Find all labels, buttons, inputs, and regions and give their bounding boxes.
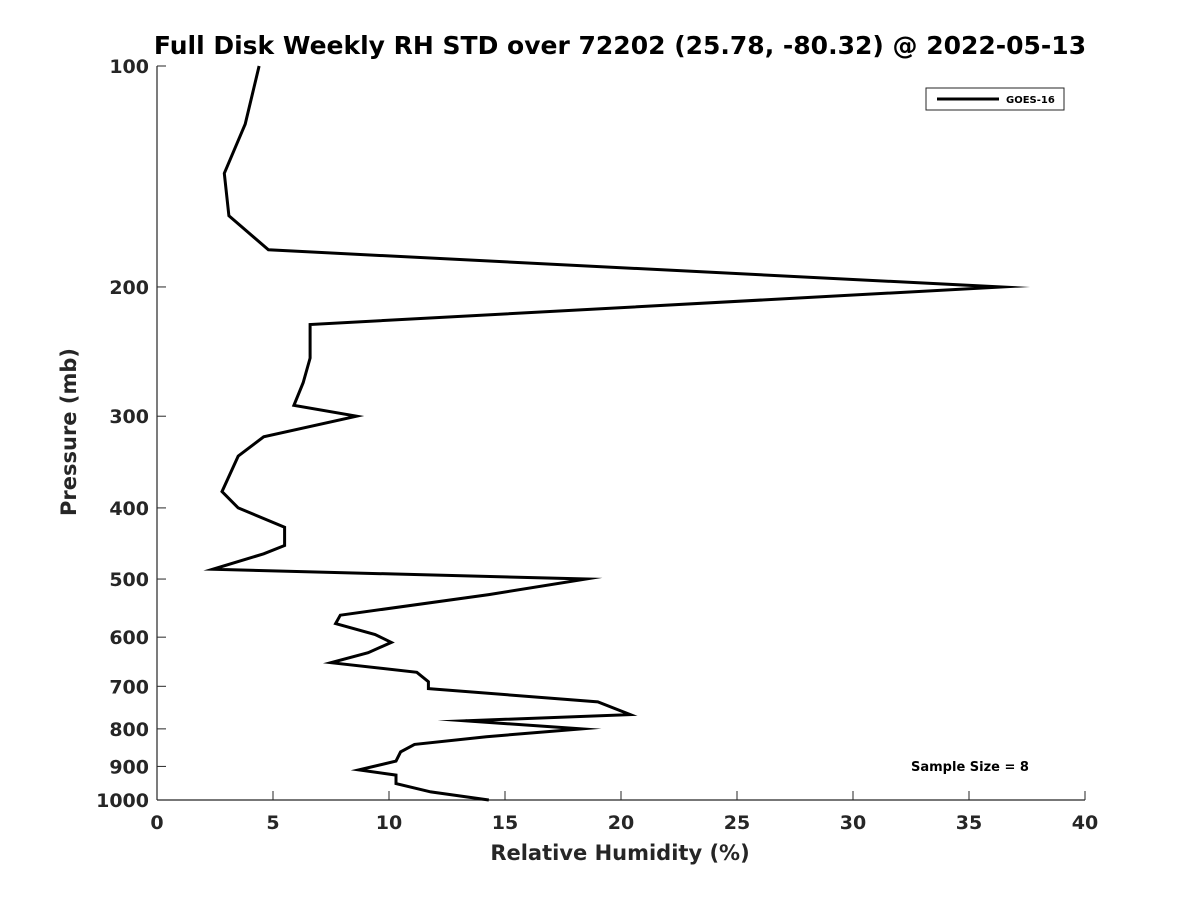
x-tick-label: 40 — [1072, 812, 1098, 834]
y-axis-label: Pressure (mb) — [57, 348, 81, 516]
chart-title: Full Disk Weekly RH STD over 72202 (25.7… — [154, 31, 1086, 60]
x-tick-label: 35 — [956, 812, 982, 834]
x-tick-label: 5 — [266, 812, 279, 834]
y-tick-label: 900 — [109, 756, 149, 778]
y-tick-label: 400 — [109, 498, 149, 520]
x-tick-label: 30 — [840, 812, 866, 834]
x-axis-ticks: 0 5 10 15 20 25 30 35 40 — [150, 791, 1098, 834]
y-tick-label: 100 — [109, 56, 149, 78]
legend: GOES-16 — [925, 87, 1065, 111]
y-tick-label: 700 — [109, 676, 149, 698]
x-tick-label: 25 — [724, 812, 750, 834]
x-tick-label: 15 — [492, 812, 518, 834]
series-line-goes-16 — [203, 65, 1031, 802]
y-axis-ticks: 100 200 300 400 500 600 700 800 900 1000 — [96, 56, 166, 812]
x-tick-label: 0 — [150, 812, 163, 834]
axes — [156, 66, 1085, 801]
y-tick-label: 1000 — [96, 790, 149, 812]
x-axis-label: Relative Humidity (%) — [490, 841, 749, 865]
y-tick-label: 600 — [109, 627, 149, 649]
sample-size-annotation: Sample Size = 8 — [911, 760, 1029, 775]
x-tick-label: 10 — [376, 812, 402, 834]
y-tick-label: 500 — [109, 569, 149, 591]
series-layer — [203, 65, 1031, 802]
y-tick-label: 300 — [109, 406, 149, 428]
y-tick-label: 200 — [109, 277, 149, 299]
legend-label-goes-16: GOES-16 — [1006, 95, 1055, 106]
y-tick-label: 800 — [109, 719, 149, 741]
x-tick-label: 20 — [608, 812, 634, 834]
